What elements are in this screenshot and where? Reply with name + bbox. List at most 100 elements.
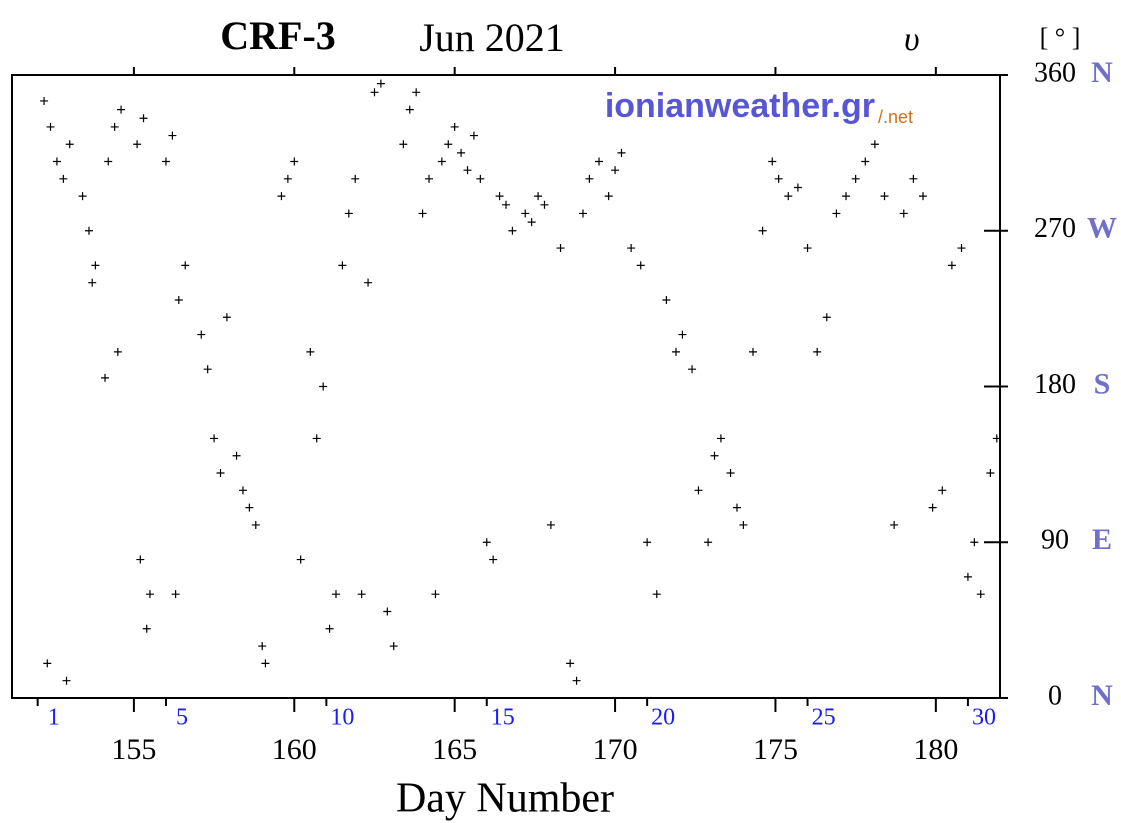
data-point xyxy=(963,572,972,581)
y-tick-label: 360 xyxy=(1034,57,1076,88)
data-point xyxy=(117,105,126,114)
data-point xyxy=(595,157,604,166)
compass-label: N xyxy=(1091,56,1113,89)
data-point xyxy=(52,157,61,166)
data-point xyxy=(739,520,748,529)
data-point xyxy=(210,434,219,443)
data-point xyxy=(91,261,100,270)
data-point xyxy=(556,244,565,253)
data-point xyxy=(749,347,757,356)
data-point xyxy=(431,590,440,599)
data-point xyxy=(450,122,459,131)
unit-label: [ ° ] xyxy=(1040,23,1081,52)
data-point xyxy=(306,347,315,356)
data-point xyxy=(296,555,305,564)
data-point xyxy=(604,192,613,201)
data-point xyxy=(482,538,491,547)
data-point xyxy=(136,555,145,564)
x2-tick-label: 10 xyxy=(330,705,354,731)
compass-label: W xyxy=(1087,212,1117,245)
data-point xyxy=(768,157,777,166)
data-point xyxy=(181,261,190,270)
data-point xyxy=(803,244,812,253)
data-point xyxy=(489,555,498,564)
data-point xyxy=(197,330,206,339)
vector-symbol: υ⃗ xyxy=(904,21,946,58)
data-point xyxy=(572,676,581,685)
data-point xyxy=(643,538,652,547)
data-point xyxy=(578,209,587,218)
data-point xyxy=(370,88,379,97)
data-point xyxy=(585,174,594,183)
x2-tick-label: 20 xyxy=(651,705,675,731)
compass-label: N xyxy=(1091,679,1113,712)
data-point xyxy=(774,174,783,183)
data-point xyxy=(258,642,267,651)
data-point xyxy=(283,174,292,183)
data-point xyxy=(133,140,142,149)
data-point xyxy=(88,278,97,287)
x-axis-title: Day Number xyxy=(396,776,614,822)
data-point xyxy=(469,131,478,140)
data-point xyxy=(238,486,247,495)
y-tick-label: 90 xyxy=(1041,525,1069,556)
data-point xyxy=(161,157,170,166)
data-point xyxy=(338,261,347,270)
data-point xyxy=(527,218,536,227)
data-point xyxy=(399,140,408,149)
data-point xyxy=(909,174,918,183)
data-point xyxy=(101,373,110,382)
data-point xyxy=(726,469,735,478)
data-point xyxy=(732,503,741,512)
data-point xyxy=(521,209,530,218)
chart-title: CRF-3 xyxy=(220,13,336,58)
data-point xyxy=(171,590,180,599)
data-point xyxy=(986,469,995,478)
data-point xyxy=(325,624,334,633)
x2-tick-label: 25 xyxy=(812,705,836,731)
x-tick-label: 155 xyxy=(111,733,156,766)
data-point xyxy=(546,520,555,529)
x-tick-label: 165 xyxy=(432,733,477,766)
data-point xyxy=(688,365,697,374)
data-point xyxy=(104,157,113,166)
data-point xyxy=(290,157,299,166)
x-tick-label: 160 xyxy=(272,733,317,766)
data-point xyxy=(261,659,270,668)
x2-tick-label: 15 xyxy=(491,705,515,731)
x-tick-label: 175 xyxy=(753,733,798,766)
data-point xyxy=(822,313,831,322)
data-point xyxy=(957,244,966,253)
data-point xyxy=(534,192,543,201)
data-point xyxy=(992,434,1001,443)
data-point xyxy=(232,451,241,460)
data-point xyxy=(364,278,373,287)
data-point xyxy=(890,520,899,529)
data-point xyxy=(793,183,802,192)
y-tick-label: 270 xyxy=(1034,213,1076,244)
watermark-suffix: /.net xyxy=(878,107,913,127)
data-point xyxy=(704,538,713,547)
data-point xyxy=(832,209,841,218)
data-point xyxy=(919,192,928,201)
data-point xyxy=(78,192,87,201)
data-point xyxy=(710,451,719,460)
watermark: ionianweather.gr xyxy=(605,87,875,125)
data-point xyxy=(508,226,517,235)
data-point xyxy=(145,590,154,599)
data-point xyxy=(319,382,328,391)
data-point xyxy=(694,486,703,495)
data-point xyxy=(716,434,725,443)
data-point xyxy=(84,226,93,235)
data-point xyxy=(870,140,879,149)
data-point xyxy=(678,330,687,339)
data-point xyxy=(784,192,793,201)
x-tick-label: 170 xyxy=(593,733,638,766)
compass-label: S xyxy=(1094,367,1111,400)
data-point xyxy=(46,122,55,131)
data-point xyxy=(976,590,985,599)
data-point xyxy=(222,313,231,322)
data-point xyxy=(947,261,956,270)
data-point xyxy=(412,88,421,97)
